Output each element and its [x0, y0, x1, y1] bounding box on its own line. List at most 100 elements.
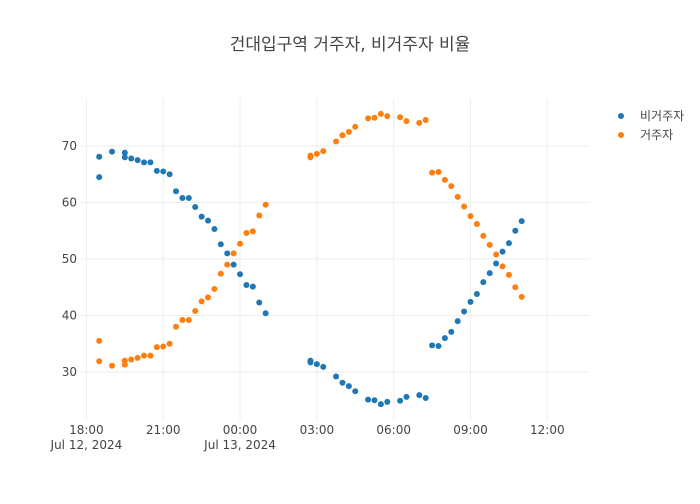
data-point[interactable] [256, 212, 263, 219]
data-point[interactable] [192, 204, 199, 211]
data-point[interactable] [377, 401, 384, 408]
data-point[interactable] [153, 167, 160, 174]
data-point[interactable] [461, 203, 468, 210]
data-point[interactable] [121, 154, 128, 161]
data-point[interactable] [185, 194, 192, 201]
data-point[interactable] [166, 340, 173, 347]
data-point[interactable] [505, 271, 512, 278]
data-point[interactable] [237, 240, 244, 247]
data-point[interactable] [96, 337, 103, 344]
data-point[interactable] [473, 291, 480, 298]
data-point[interactable] [192, 307, 199, 314]
data-point[interactable] [429, 342, 436, 349]
data-point[interactable] [205, 294, 212, 301]
data-point[interactable] [313, 361, 320, 368]
data-point[interactable] [173, 323, 180, 330]
data-point[interactable] [352, 123, 359, 130]
data-point[interactable] [512, 227, 519, 234]
data-point[interactable] [320, 363, 327, 370]
data-point[interactable] [230, 261, 237, 268]
data-point[interactable] [505, 240, 512, 247]
data-point[interactable] [185, 317, 192, 324]
data-point[interactable] [205, 217, 212, 224]
data-point[interactable] [422, 117, 429, 124]
data-point[interactable] [384, 398, 391, 405]
data-point[interactable] [96, 174, 103, 181]
data-point[interactable] [416, 119, 423, 126]
data-point[interactable] [147, 159, 154, 166]
data-point[interactable] [512, 284, 519, 291]
data-point[interactable] [416, 392, 423, 399]
data-point[interactable] [217, 270, 224, 277]
data-point[interactable] [198, 213, 205, 220]
legend-item[interactable]: 거주자 [618, 128, 673, 142]
data-point[interactable] [230, 250, 237, 257]
data-point[interactable] [467, 213, 474, 220]
data-point[interactable] [435, 169, 442, 176]
data-point[interactable] [128, 356, 135, 363]
data-point[interactable] [493, 260, 500, 267]
data-point[interactable] [467, 298, 474, 305]
legend-item[interactable]: 비거주자 [618, 109, 684, 123]
data-point[interactable] [339, 132, 346, 139]
data-point[interactable] [448, 328, 455, 335]
data-point[interactable] [160, 168, 167, 175]
data-point[interactable] [345, 128, 352, 135]
data-point[interactable] [96, 358, 103, 365]
data-point[interactable] [480, 232, 487, 239]
data-point[interactable] [403, 118, 410, 125]
data-point[interactable] [313, 150, 320, 157]
data-point[interactable] [339, 379, 346, 386]
data-point[interactable] [333, 373, 340, 380]
data-point[interactable] [429, 169, 436, 176]
data-point[interactable] [377, 110, 384, 117]
data-point[interactable] [518, 218, 525, 225]
data-point[interactable] [109, 148, 116, 155]
data-point[interactable] [121, 357, 128, 364]
data-point[interactable] [365, 396, 372, 403]
data-point[interactable] [211, 226, 218, 233]
data-point[interactable] [371, 114, 378, 121]
data-point[interactable] [320, 148, 327, 155]
data-point[interactable] [160, 343, 167, 350]
data-point[interactable] [499, 263, 506, 270]
data-point[interactable] [448, 183, 455, 190]
data-point[interactable] [224, 250, 231, 257]
data-point[interactable] [441, 176, 448, 183]
data-point[interactable] [249, 228, 256, 235]
data-point[interactable] [493, 251, 500, 258]
data-point[interactable] [166, 171, 173, 178]
data-point[interactable] [307, 152, 314, 159]
data-point[interactable] [134, 157, 141, 164]
data-point[interactable] [454, 193, 461, 200]
data-point[interactable] [454, 318, 461, 325]
data-point[interactable] [397, 397, 404, 404]
data-point[interactable] [96, 153, 103, 160]
data-point[interactable] [397, 114, 404, 121]
data-point[interactable] [486, 270, 493, 277]
data-point[interactable] [134, 354, 141, 361]
data-point[interactable] [141, 352, 148, 359]
data-point[interactable] [256, 299, 263, 306]
data-point[interactable] [480, 279, 487, 286]
data-point[interactable] [333, 138, 340, 145]
data-point[interactable] [147, 352, 154, 359]
data-point[interactable] [109, 362, 116, 369]
data-point[interactable] [249, 283, 256, 290]
data-point[interactable] [243, 230, 250, 237]
data-point[interactable] [473, 220, 480, 227]
data-point[interactable] [262, 201, 269, 208]
data-point[interactable] [179, 194, 186, 201]
data-point[interactable] [128, 155, 135, 162]
data-point[interactable] [435, 342, 442, 349]
data-point[interactable] [352, 388, 359, 395]
data-point[interactable] [179, 317, 186, 324]
data-point[interactable] [422, 394, 429, 401]
data-point[interactable] [307, 359, 314, 366]
data-point[interactable] [441, 335, 448, 342]
data-point[interactable] [243, 281, 250, 288]
data-point[interactable] [217, 241, 224, 248]
data-point[interactable] [518, 293, 525, 300]
data-point[interactable] [153, 344, 160, 351]
